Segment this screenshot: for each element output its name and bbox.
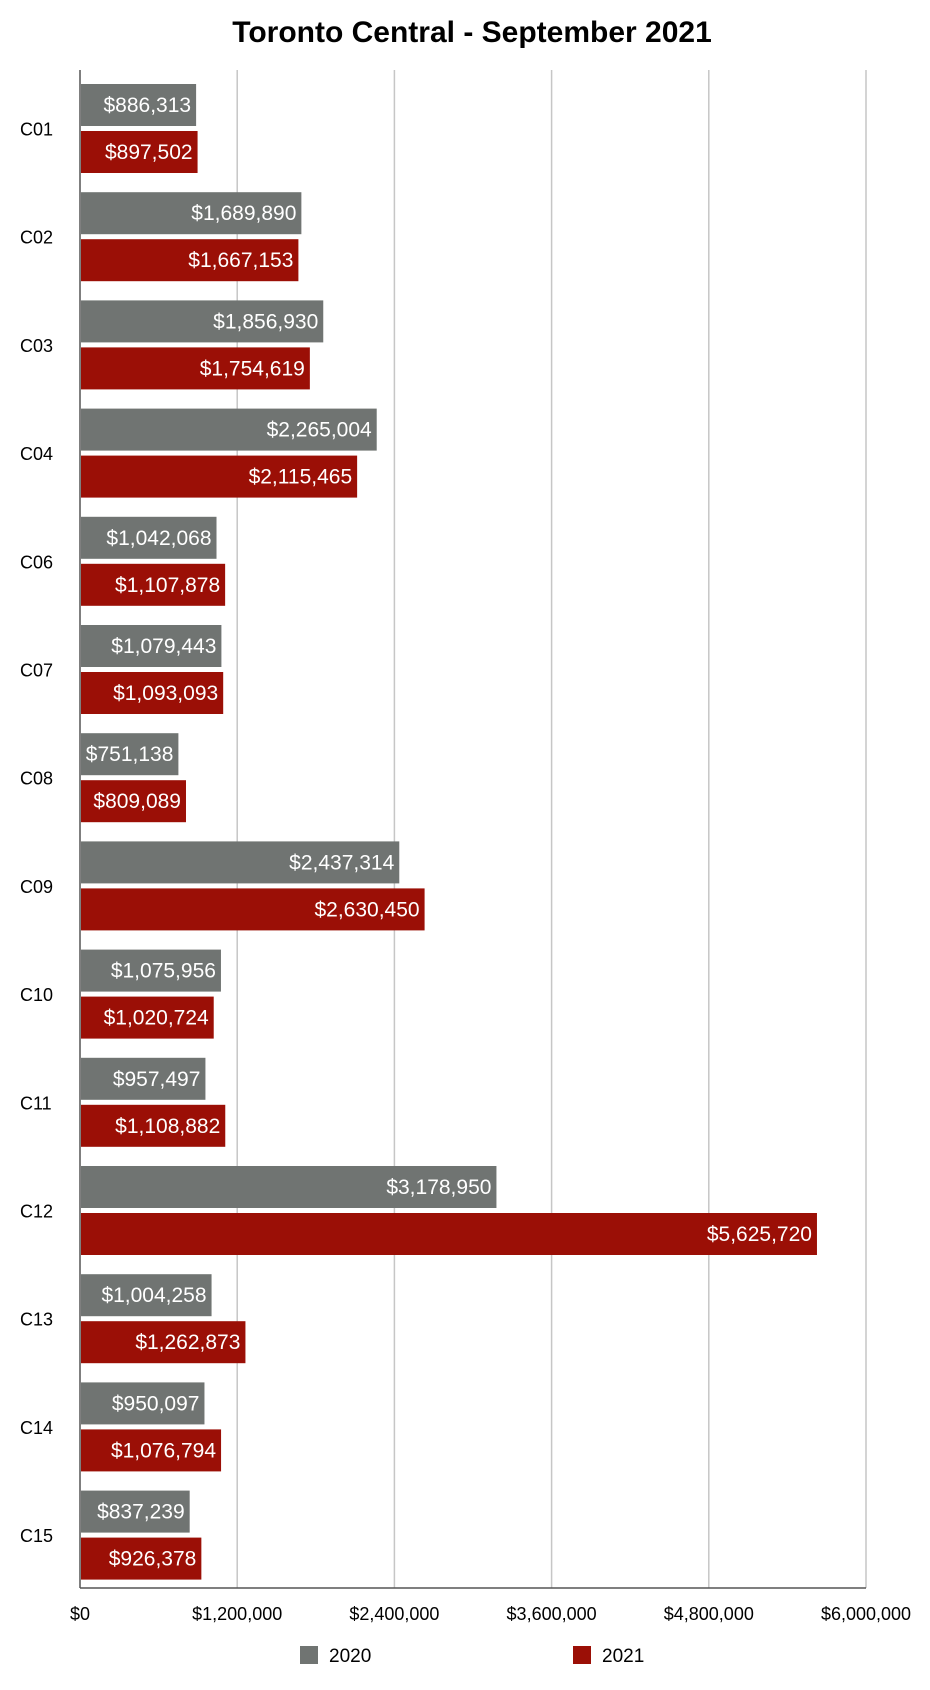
bar-value-label: $751,138 (86, 743, 174, 766)
bar-value-label: $897,502 (105, 141, 193, 164)
x-tick-label: $1,200,000 (192, 1604, 282, 1624)
bar-value-label: $1,020,724 (104, 1007, 209, 1030)
category-label: C01 (20, 120, 53, 140)
bar-value-label: $950,097 (112, 1392, 200, 1415)
bar-value-label: $2,437,314 (289, 851, 394, 874)
legend-swatch (573, 1646, 591, 1664)
bar-value-label: $1,856,930 (213, 310, 318, 333)
bar-2021 (81, 1537, 202, 1580)
legend: 2020 2021 (300, 1646, 644, 1667)
grid-lines (236, 70, 867, 1588)
bar-2020 (81, 300, 324, 343)
bar-2021 (81, 455, 358, 498)
category-label: C13 (20, 1310, 53, 1330)
bar-2021 (81, 563, 226, 606)
bar-2020 (81, 949, 221, 992)
category-label: C09 (20, 877, 53, 897)
bar-value-label: $1,042,068 (106, 527, 211, 550)
bar-2020 (81, 408, 377, 451)
bars: $886,313 $897,502 $1,689,890 $1,667,153 $1,8… (81, 84, 817, 1580)
bar-2021 (81, 996, 214, 1039)
x-tick-label: $4,800,000 (664, 1604, 754, 1624)
category-label: C10 (20, 985, 53, 1005)
bar-value-label: $886,313 (104, 94, 192, 117)
bar-value-label: $2,115,465 (249, 466, 353, 489)
bar-2021 (81, 888, 425, 931)
bar-2021 (81, 1104, 226, 1147)
bar-2020 (81, 1274, 212, 1317)
bar-2020 (81, 1382, 205, 1425)
bar-2021 (81, 1213, 817, 1255)
bar-value-label: $1,079,443 (111, 635, 216, 658)
category-label: C11 (20, 1093, 52, 1113)
bar-2021 (81, 1429, 222, 1472)
x-tick-label: $2,400,000 (349, 1604, 439, 1624)
category-label: C06 (20, 552, 53, 572)
bar-value-label: $1,667,153 (188, 249, 293, 272)
bar-value-label: $957,497 (113, 1068, 201, 1091)
bar-2021 (81, 672, 224, 714)
bar-2020 (81, 625, 222, 667)
category-label: C02 (20, 228, 53, 248)
bar-2021 (81, 347, 310, 390)
bar-value-label: $926,378 (109, 1548, 197, 1571)
bar-value-label: $3,178,950 (386, 1176, 491, 1199)
bar-value-label: $1,004,258 (101, 1284, 206, 1307)
bar-2020 (81, 841, 400, 884)
category-label: C07 (20, 661, 53, 681)
bar-value-label: $1,107,878 (115, 574, 220, 597)
bar-value-label: $2,265,004 (267, 419, 372, 442)
legend-label: 2021 (602, 1646, 644, 1667)
bar-2020 (81, 192, 302, 235)
bar-2021 (81, 239, 299, 282)
x-tick-label: $3,600,000 (507, 1604, 597, 1624)
bar-value-label: $1,075,956 (111, 960, 216, 983)
x-tick-label: $6,000,000 (821, 1604, 911, 1624)
bar-value-label: $1,093,093 (113, 682, 218, 705)
chart-title: Toronto Central - September 2021 (232, 16, 712, 49)
bar-value-label: $1,262,873 (135, 1331, 240, 1354)
bar-value-label: $2,630,450 (314, 898, 419, 921)
bar-value-label: $1,076,794 (111, 1439, 216, 1462)
bar-2020 (81, 84, 197, 126)
bar-2020 (81, 516, 217, 559)
bar-2021 (81, 780, 186, 823)
bar-2020 (81, 1057, 206, 1100)
legend-swatch (300, 1646, 318, 1664)
bar-2020 (81, 1166, 497, 1208)
bar-2020 (81, 733, 179, 776)
bar-2021 (81, 131, 198, 173)
bar-2021 (81, 1321, 246, 1364)
axes: $0 $1,200,000 $2,400,000 $3,600,000 $4,800,0… (20, 70, 911, 1624)
category-label: C12 (20, 1202, 53, 1222)
bar-value-label: $809,089 (93, 790, 181, 813)
bar-value-label: $1,754,619 (200, 357, 305, 380)
category-label: C14 (20, 1418, 53, 1438)
category-label: C03 (20, 336, 53, 356)
category-label: C08 (20, 769, 53, 789)
category-label: C04 (20, 444, 53, 464)
bar-value-label: $837,239 (97, 1501, 185, 1524)
bar-value-label: $1,689,890 (191, 202, 296, 225)
legend-label: 2020 (329, 1646, 371, 1667)
bar-2020 (81, 1490, 190, 1533)
bar-value-label: $1,108,882 (115, 1115, 220, 1138)
category-label: C15 (20, 1526, 53, 1546)
x-tick-label: $0 (70, 1604, 90, 1624)
bar-value-label: $5,625,720 (707, 1223, 812, 1246)
